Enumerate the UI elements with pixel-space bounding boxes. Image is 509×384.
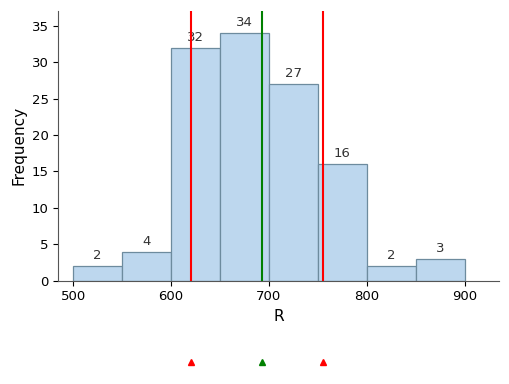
- Bar: [415, 259, 464, 281]
- Bar: [317, 164, 366, 281]
- Text: 3: 3: [435, 242, 443, 255]
- Text: 34: 34: [236, 17, 252, 29]
- X-axis label: R: R: [273, 309, 284, 324]
- Bar: [73, 266, 122, 281]
- Bar: [122, 252, 171, 281]
- Text: 4: 4: [142, 235, 150, 248]
- Y-axis label: Frequency: Frequency: [11, 106, 26, 185]
- Text: 27: 27: [284, 67, 301, 80]
- Bar: [171, 48, 219, 281]
- Bar: [219, 33, 268, 281]
- Text: 2: 2: [386, 250, 394, 263]
- Text: 32: 32: [187, 31, 204, 44]
- Text: 2: 2: [93, 250, 102, 263]
- Bar: [366, 266, 415, 281]
- Bar: [268, 84, 317, 281]
- Text: 16: 16: [333, 147, 350, 161]
